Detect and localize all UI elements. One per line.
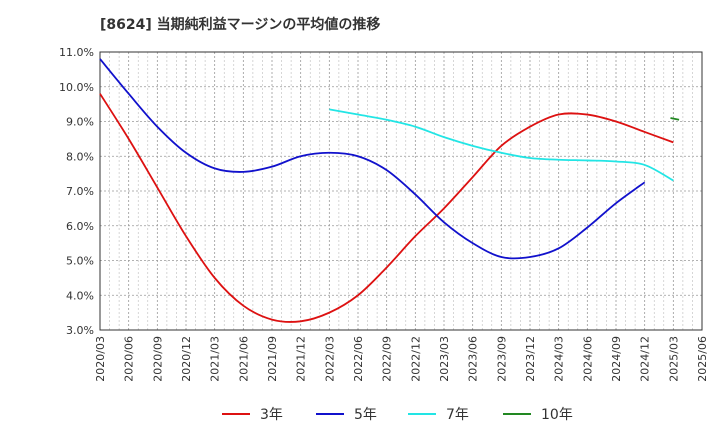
y-tick-label: 3.0% (66, 324, 94, 337)
y-tick-label: 5.0% (66, 255, 94, 268)
y-tick-label: 9.0% (66, 116, 94, 129)
x-tick-label: 2021/09 (266, 336, 279, 382)
y-tick-label: 7.0% (66, 185, 94, 198)
y-tick-label: 11.0% (59, 46, 94, 59)
y-tick-label: 6.0% (66, 220, 94, 233)
x-tick-label: 2023/03 (438, 336, 451, 382)
chart-title: [8624] 当期純利益マージンの平均値の推移 (100, 17, 381, 33)
x-tick-label: 2022/03 (323, 336, 336, 382)
x-tick-label: 2023/09 (495, 336, 508, 382)
x-tick-label: 2024/12 (639, 336, 652, 382)
legend-label-4: 10年 (541, 407, 573, 423)
legend-label-1: 3年 (260, 407, 283, 423)
y-tick-label: 8.0% (66, 150, 94, 163)
series-line-2 (99, 58, 646, 260)
x-tick-label: 2021/06 (237, 336, 250, 382)
x-tick-label: 2022/12 (409, 336, 422, 382)
x-tick-label: 2020/12 (180, 336, 193, 382)
x-tick-label: 2020/03 (94, 336, 107, 382)
x-tick-label: 2023/06 (467, 336, 480, 382)
x-tick-label: 2022/06 (352, 336, 365, 382)
x-tick-label: 2024/06 (581, 336, 594, 382)
series-line-4 (670, 117, 680, 121)
y-tick-label: 4.0% (66, 289, 94, 302)
legend-label-2: 5年 (354, 407, 377, 423)
plot-frame (99, 51, 703, 331)
x-tick-label: 2024/03 (553, 336, 566, 382)
x-tick-label: 2020/09 (151, 336, 164, 382)
x-tick-label: 2023/12 (524, 336, 537, 382)
x-tick-label: 2022/09 (381, 336, 394, 382)
x-tick-label: 2024/09 (610, 336, 623, 382)
x-tick-label: 2021/12 (295, 336, 308, 382)
legend-label-3: 7年 (446, 407, 469, 423)
y-tick-label: 10.0% (59, 81, 94, 94)
series-line-1 (99, 93, 674, 323)
x-tick-label: 2025/03 (667, 336, 680, 382)
series-line-3 (329, 108, 674, 182)
x-tick-label: 2020/06 (123, 336, 136, 382)
x-tick-label: 2025/06 (696, 336, 709, 382)
x-tick-label: 2021/03 (209, 336, 222, 382)
